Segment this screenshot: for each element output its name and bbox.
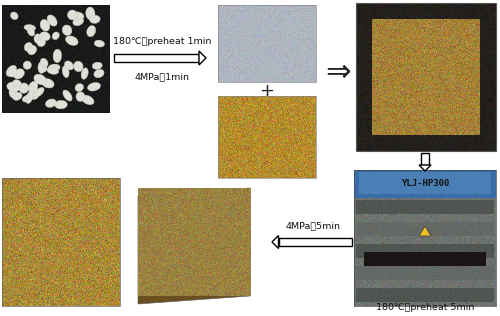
Polygon shape	[419, 165, 431, 171]
Ellipse shape	[42, 79, 54, 88]
Ellipse shape	[40, 20, 50, 31]
Ellipse shape	[64, 61, 74, 70]
Bar	[218, 5, 316, 82]
Bar	[2, 178, 120, 306]
Bar	[364, 252, 486, 266]
Ellipse shape	[34, 34, 42, 43]
Ellipse shape	[24, 25, 36, 31]
Ellipse shape	[40, 58, 48, 67]
Ellipse shape	[9, 88, 18, 99]
Ellipse shape	[24, 42, 32, 52]
Bar	[354, 170, 496, 306]
Ellipse shape	[63, 90, 72, 101]
Ellipse shape	[47, 67, 58, 74]
Ellipse shape	[10, 12, 18, 20]
Ellipse shape	[68, 10, 77, 20]
Bar	[359, 172, 491, 194]
Ellipse shape	[94, 69, 104, 78]
Ellipse shape	[53, 49, 62, 63]
Ellipse shape	[38, 61, 46, 73]
Polygon shape	[138, 288, 250, 304]
Ellipse shape	[52, 32, 60, 40]
Ellipse shape	[47, 15, 57, 26]
Ellipse shape	[8, 69, 17, 77]
Ellipse shape	[92, 62, 102, 69]
Ellipse shape	[28, 81, 38, 93]
Bar	[421, 153, 429, 165]
Text: 4MPa，5min: 4MPa，5min	[286, 221, 341, 230]
Ellipse shape	[86, 26, 96, 37]
Ellipse shape	[76, 92, 85, 101]
Ellipse shape	[27, 27, 34, 36]
Ellipse shape	[22, 94, 33, 102]
Text: 180℃，preheat 5min: 180℃，preheat 5min	[376, 303, 474, 312]
Text: +: +	[260, 82, 274, 100]
Text: 180℃，preheat 1min: 180℃，preheat 1min	[113, 37, 211, 46]
Bar	[218, 96, 316, 178]
Ellipse shape	[75, 83, 84, 92]
Ellipse shape	[34, 74, 46, 85]
Ellipse shape	[54, 100, 68, 109]
Polygon shape	[272, 235, 278, 248]
Ellipse shape	[62, 25, 72, 35]
Ellipse shape	[81, 68, 88, 79]
Ellipse shape	[82, 95, 94, 105]
Ellipse shape	[48, 64, 60, 71]
Ellipse shape	[7, 82, 20, 92]
Bar	[356, 3, 496, 151]
Ellipse shape	[28, 45, 36, 55]
Ellipse shape	[40, 32, 50, 41]
Ellipse shape	[34, 88, 44, 97]
Ellipse shape	[62, 66, 69, 78]
Ellipse shape	[40, 64, 47, 72]
Ellipse shape	[86, 7, 95, 20]
Ellipse shape	[46, 99, 56, 107]
Ellipse shape	[74, 61, 83, 72]
Ellipse shape	[6, 65, 16, 76]
Ellipse shape	[66, 36, 78, 46]
Ellipse shape	[37, 38, 46, 46]
Ellipse shape	[73, 17, 84, 26]
Ellipse shape	[74, 12, 84, 19]
Text: 4MPa，1min: 4MPa，1min	[134, 72, 190, 81]
Ellipse shape	[94, 40, 104, 47]
Ellipse shape	[14, 69, 24, 79]
Text: YLJ-HP300: YLJ-HP300	[401, 179, 449, 187]
Ellipse shape	[19, 83, 29, 93]
Ellipse shape	[88, 82, 101, 91]
Ellipse shape	[23, 61, 32, 69]
Text: ⇒: ⇒	[325, 58, 351, 87]
Bar	[114, 54, 199, 62]
Ellipse shape	[26, 91, 34, 103]
Polygon shape	[419, 226, 431, 236]
Ellipse shape	[13, 80, 22, 87]
Ellipse shape	[13, 93, 22, 100]
Ellipse shape	[90, 15, 100, 23]
Ellipse shape	[30, 88, 40, 99]
Polygon shape	[199, 51, 206, 65]
Bar	[278, 238, 352, 246]
Polygon shape	[138, 188, 250, 296]
